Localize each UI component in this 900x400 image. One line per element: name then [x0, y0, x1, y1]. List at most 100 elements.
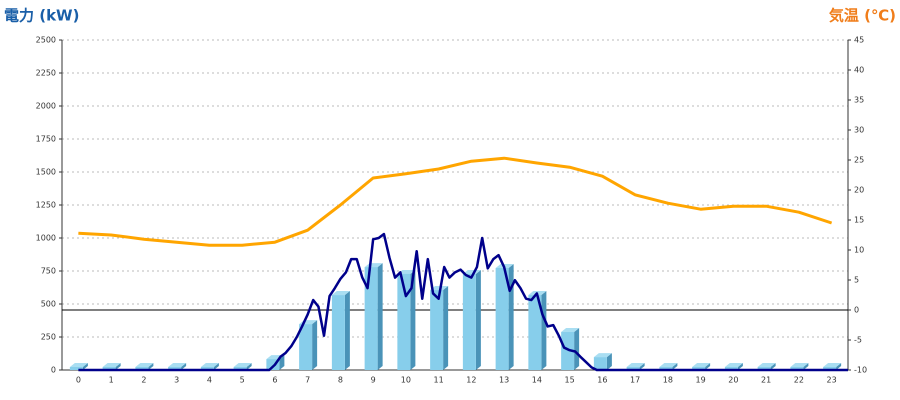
bar: [495, 268, 509, 370]
bar-side: [574, 328, 580, 370]
bar: [528, 295, 542, 370]
bar: [626, 367, 640, 370]
y-tick-label: 750: [41, 267, 56, 276]
bar-top: [692, 363, 711, 367]
bar-side: [148, 363, 154, 370]
bar-side: [541, 291, 547, 370]
y2-tick-label: 25: [854, 156, 864, 165]
x-tick-label: 4: [207, 376, 212, 385]
bar-side: [508, 264, 514, 370]
y-tick-label: 1500: [36, 168, 56, 177]
bar-top: [659, 363, 678, 367]
y2-tick-label: 40: [854, 66, 864, 75]
bar-top: [233, 363, 252, 367]
bar: [299, 324, 313, 370]
bar-side: [312, 320, 318, 370]
bar-top: [757, 363, 776, 367]
bar: [462, 273, 476, 370]
x-tick-label: 0: [76, 376, 81, 385]
x-tick-label: 22: [794, 376, 804, 385]
x-tick-label: 23: [827, 376, 837, 385]
x-tick-label: 13: [499, 376, 509, 385]
bar: [790, 367, 804, 370]
bar: [200, 367, 214, 370]
bar-top: [102, 363, 121, 367]
bar: [69, 367, 83, 370]
x-tick-label: 19: [696, 376, 706, 385]
y-tick-label: 2000: [36, 102, 56, 111]
bar-top: [593, 353, 612, 358]
x-tick-label: 6: [272, 376, 277, 385]
x-tick-label: 3: [174, 376, 179, 385]
bar-side: [475, 269, 481, 370]
y2-tick-label: 30: [854, 126, 864, 135]
y-tick-label: 1250: [36, 201, 56, 210]
y2-tick-label: 35: [854, 96, 864, 105]
bar-top: [397, 269, 416, 274]
bar-side: [82, 363, 88, 370]
bar-side: [377, 263, 383, 370]
bar-side: [803, 363, 809, 370]
y2-tick-label: 15: [854, 216, 864, 225]
bar-side: [115, 363, 121, 370]
bar: [102, 367, 116, 370]
bar: [266, 359, 280, 370]
x-tick-label: 1: [109, 376, 114, 385]
bar: [593, 357, 607, 370]
bar: [397, 273, 411, 370]
x-tick-label: 18: [663, 376, 673, 385]
y2-tick-label: 20: [854, 186, 864, 195]
bar-side: [705, 363, 711, 370]
x-tick-label: 5: [240, 376, 245, 385]
y-tick-label: 1000: [36, 234, 56, 243]
y2-axis-title: 気温 (℃): [829, 7, 896, 25]
bar-side: [606, 353, 612, 370]
bar: [430, 290, 444, 370]
bar-side: [443, 286, 449, 370]
bar-top: [331, 291, 350, 296]
bar: [724, 367, 738, 370]
y2-tick-label: 0: [854, 306, 859, 315]
y-tick-label: 1750: [36, 135, 56, 144]
bar: [168, 367, 182, 370]
y-tick-label: 2250: [36, 69, 56, 78]
bar: [364, 267, 378, 370]
x-tick-label: 12: [466, 376, 476, 385]
y2-tick-label: 45: [854, 36, 864, 45]
bar-side: [181, 363, 187, 370]
bar-side: [246, 363, 252, 370]
bar-side: [279, 355, 285, 370]
bar: [757, 367, 771, 370]
bar-side: [213, 363, 219, 370]
line: [78, 232, 848, 372]
bar-side: [737, 363, 743, 370]
bar-side: [770, 363, 776, 370]
bar: [823, 367, 837, 370]
x-tick-label: 2: [141, 376, 146, 385]
bar-top: [823, 363, 842, 367]
y-tick-label: 500: [41, 300, 56, 309]
x-tick-label: 14: [532, 376, 542, 385]
y2-tick-label: 10: [854, 246, 864, 255]
bar-top: [626, 363, 645, 367]
bar: [233, 367, 247, 370]
bar-side: [344, 291, 350, 370]
y-tick-label: 2500: [36, 36, 56, 45]
x-tick-label: 21: [761, 376, 771, 385]
x-tick-label: 8: [338, 376, 343, 385]
bar-top: [200, 363, 219, 367]
y-tick-label: 250: [41, 333, 56, 342]
y-tick-label: 0: [51, 366, 56, 375]
bar-side: [410, 269, 416, 370]
bar-side: [639, 363, 645, 370]
bar: [561, 332, 575, 370]
bar-side: [836, 363, 842, 370]
bar-top: [462, 269, 481, 274]
x-tick-label: 15: [565, 376, 575, 385]
bar-top: [561, 328, 580, 333]
y-axis-title: 電力 (kW): [4, 7, 79, 25]
bar: [659, 367, 673, 370]
bar-top: [135, 363, 154, 367]
bar-side: [672, 363, 678, 370]
